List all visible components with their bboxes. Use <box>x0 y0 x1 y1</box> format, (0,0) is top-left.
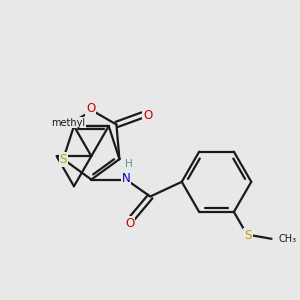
Text: O: O <box>86 102 95 116</box>
Text: N: N <box>122 172 130 185</box>
Text: CH₃: CH₃ <box>278 234 296 244</box>
Text: O: O <box>143 109 152 122</box>
Text: S: S <box>59 153 67 166</box>
Text: H: H <box>125 159 133 170</box>
Text: S: S <box>244 229 252 242</box>
Text: O: O <box>125 217 134 230</box>
Text: methyl: methyl <box>52 118 86 128</box>
